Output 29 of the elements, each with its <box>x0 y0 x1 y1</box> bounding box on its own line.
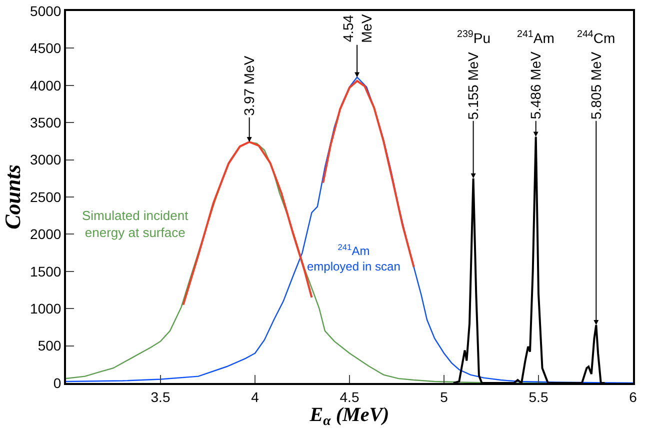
x-tick-label: 4 <box>251 388 260 405</box>
y-tick-label: 0 <box>53 374 62 391</box>
y-tick-label: 500 <box>38 338 62 354</box>
annotation: 5.155 MeV <box>464 51 481 120</box>
x-tick-label: 4.5 <box>340 388 360 405</box>
series-label: $^{241}$Am employed in scan <box>307 242 400 274</box>
y-tick-label: 1500 <box>30 263 62 280</box>
annotation: $^{244}$Cm <box>577 29 616 46</box>
y-tick-label: 2500 <box>30 188 62 205</box>
y-axis-title: Counts <box>0 164 25 230</box>
x-tick-label: 3.5 <box>150 388 170 405</box>
y-tick-label: 5000 <box>30 2 62 19</box>
x-tick-label: 5 <box>440 388 448 405</box>
y-tick-label: 2000 <box>30 226 62 242</box>
annotation: 4.54 MeV <box>340 13 374 43</box>
y-tick-label: 1000 <box>30 300 62 316</box>
y-tick-label: 3500 <box>30 114 62 130</box>
y-tick-label: 4000 <box>30 77 62 94</box>
annotation: 3.97 MeV <box>240 55 257 116</box>
y-tick-label: 4500 <box>30 40 62 56</box>
annotation: $^{241}$Am <box>517 29 554 46</box>
annotation: 5.805 MeV <box>588 51 604 120</box>
annotation: $^{239}$Pu <box>457 29 490 46</box>
annotation: 5.486 MeV <box>527 50 544 120</box>
series-label: Simulated incident energy at surface <box>82 208 189 240</box>
y-tick-label: 3000 <box>30 152 62 168</box>
x-axis-title: E$_{α}$ (MeV) <box>308 404 390 429</box>
x-tick-label: 6 <box>629 388 638 405</box>
x-tick-label: 5.5 <box>528 388 548 405</box>
